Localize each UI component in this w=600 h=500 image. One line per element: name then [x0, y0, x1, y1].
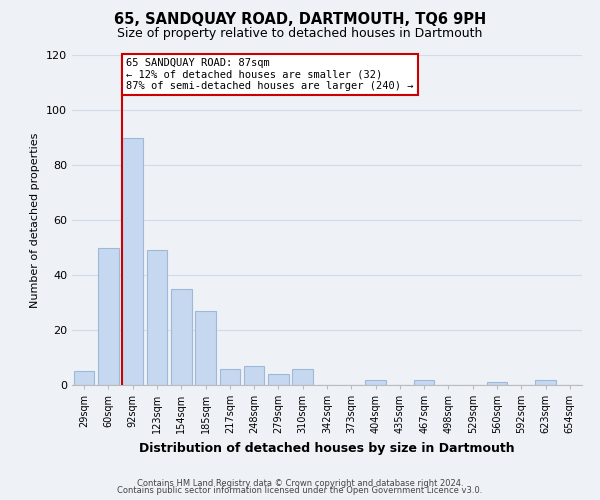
Bar — [268, 374, 289, 385]
Bar — [171, 289, 191, 385]
Bar — [535, 380, 556, 385]
Bar — [74, 371, 94, 385]
Text: Contains HM Land Registry data © Crown copyright and database right 2024.: Contains HM Land Registry data © Crown c… — [137, 478, 463, 488]
Bar — [365, 380, 386, 385]
Bar — [122, 138, 143, 385]
Bar — [98, 248, 119, 385]
Y-axis label: Number of detached properties: Number of detached properties — [31, 132, 40, 308]
Bar — [244, 366, 265, 385]
Text: 65 SANDQUAY ROAD: 87sqm
← 12% of detached houses are smaller (32)
87% of semi-de: 65 SANDQUAY ROAD: 87sqm ← 12% of detache… — [126, 58, 413, 91]
Text: 65, SANDQUAY ROAD, DARTMOUTH, TQ6 9PH: 65, SANDQUAY ROAD, DARTMOUTH, TQ6 9PH — [114, 12, 486, 28]
Bar — [195, 310, 216, 385]
Bar — [292, 368, 313, 385]
Text: Size of property relative to detached houses in Dartmouth: Size of property relative to detached ho… — [118, 28, 482, 40]
Bar — [146, 250, 167, 385]
Text: Contains public sector information licensed under the Open Government Licence v3: Contains public sector information licen… — [118, 486, 482, 495]
X-axis label: Distribution of detached houses by size in Dartmouth: Distribution of detached houses by size … — [139, 442, 515, 454]
Bar — [487, 382, 508, 385]
Bar — [414, 380, 434, 385]
Bar — [220, 368, 240, 385]
